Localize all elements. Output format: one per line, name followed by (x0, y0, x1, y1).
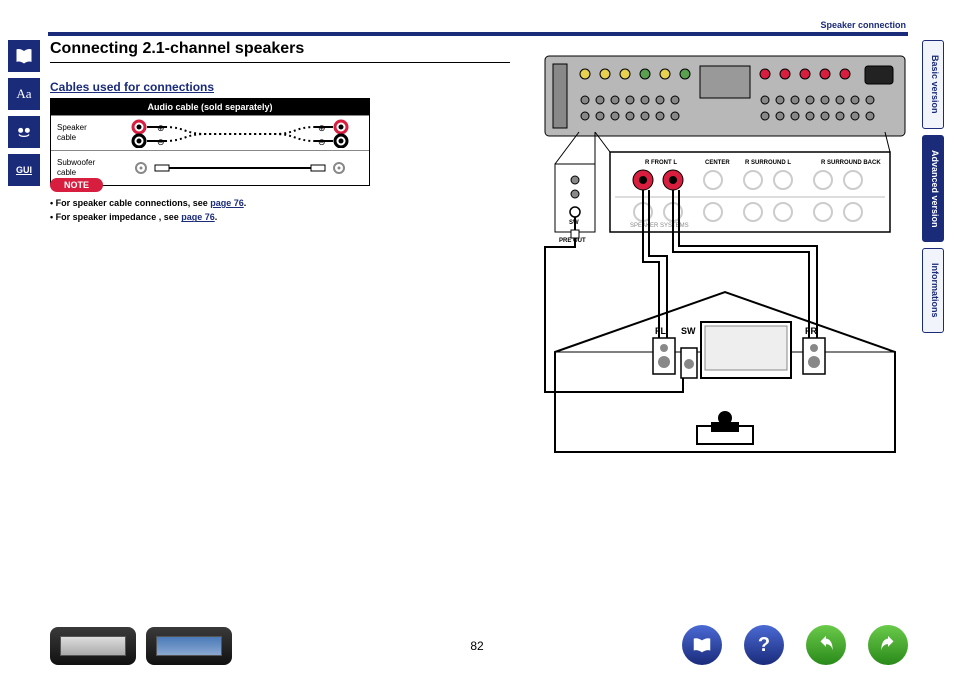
next-button[interactable] (868, 625, 908, 665)
notes-list: • For speaker cable connections, see pag… (50, 196, 246, 225)
tab-basic[interactable]: Basic version (922, 40, 944, 129)
gui-icon[interactable]: GUI (8, 154, 40, 186)
device-thumb-blue[interactable] (146, 627, 232, 665)
svg-text:⊖: ⊖ (318, 137, 326, 147)
sw-label: SW (681, 326, 696, 336)
help-button[interactable]: ? (744, 625, 784, 665)
header-divider (48, 32, 908, 36)
page-title: Connecting 2.1-channel speakers (50, 40, 510, 63)
text-icon[interactable]: Aa (8, 78, 40, 110)
contents-button[interactable] (682, 625, 722, 665)
speaker-cable-diagram: ⊕ ⊖ ⊕ ⊖ (111, 116, 369, 150)
cable-table: Audio cable (sold separately) Speaker ca… (50, 98, 370, 186)
cable-row-label: Speaker cable (51, 119, 111, 146)
subwoofer-cable-diagram (111, 151, 369, 185)
fr-label: FR (805, 326, 817, 336)
cable-table-header: Audio cable (sold separately) (51, 99, 369, 115)
prev-button[interactable] (806, 625, 846, 665)
svg-text:⊕: ⊕ (157, 123, 165, 133)
svg-text:⊕: ⊕ (318, 123, 326, 133)
device-thumbnails (50, 627, 232, 665)
left-nav: Aa GUI (8, 40, 40, 186)
svg-text:⊖: ⊖ (157, 137, 165, 147)
svg-text:R SURROUND BACK: R SURROUND BACK (821, 160, 881, 166)
note-line: • For speaker impedance , see page 76. (50, 210, 246, 224)
device-thumb-silver[interactable] (50, 627, 136, 665)
cables-heading: Cables used for connections (50, 80, 214, 94)
book-icon[interactable] (8, 40, 40, 72)
note-line: • For speaker cable connections, see pag… (50, 196, 246, 210)
terminal-label: R FRONT L (645, 160, 677, 166)
section-label: Speaker connection (820, 20, 906, 30)
mask-icon[interactable] (8, 116, 40, 148)
fl-label: FL (655, 326, 666, 336)
svg-text:R SURROUND L: R SURROUND L (745, 160, 791, 166)
note-badge: NOTE (50, 178, 103, 192)
svg-text:CENTER: CENTER (705, 160, 730, 166)
svg-text:PRE OUT: PRE OUT (559, 238, 586, 244)
note-link[interactable]: page 76 (181, 212, 215, 222)
tab-informations[interactable]: Informations (922, 248, 944, 333)
tab-advanced[interactable]: Advanced version (922, 135, 944, 243)
cable-row-speaker: Speaker cable ⊕ ⊖ ⊕ ⊖ (51, 115, 369, 150)
right-tabs: Basic version Advanced version Informati… (922, 40, 944, 339)
note-link[interactable]: page 76 (210, 198, 244, 208)
connection-diagram: R FRONT L CENTER R SURROUND L R SURROUND… (535, 52, 915, 462)
footer-nav: ? (682, 625, 908, 665)
page-number: 82 (470, 639, 483, 653)
